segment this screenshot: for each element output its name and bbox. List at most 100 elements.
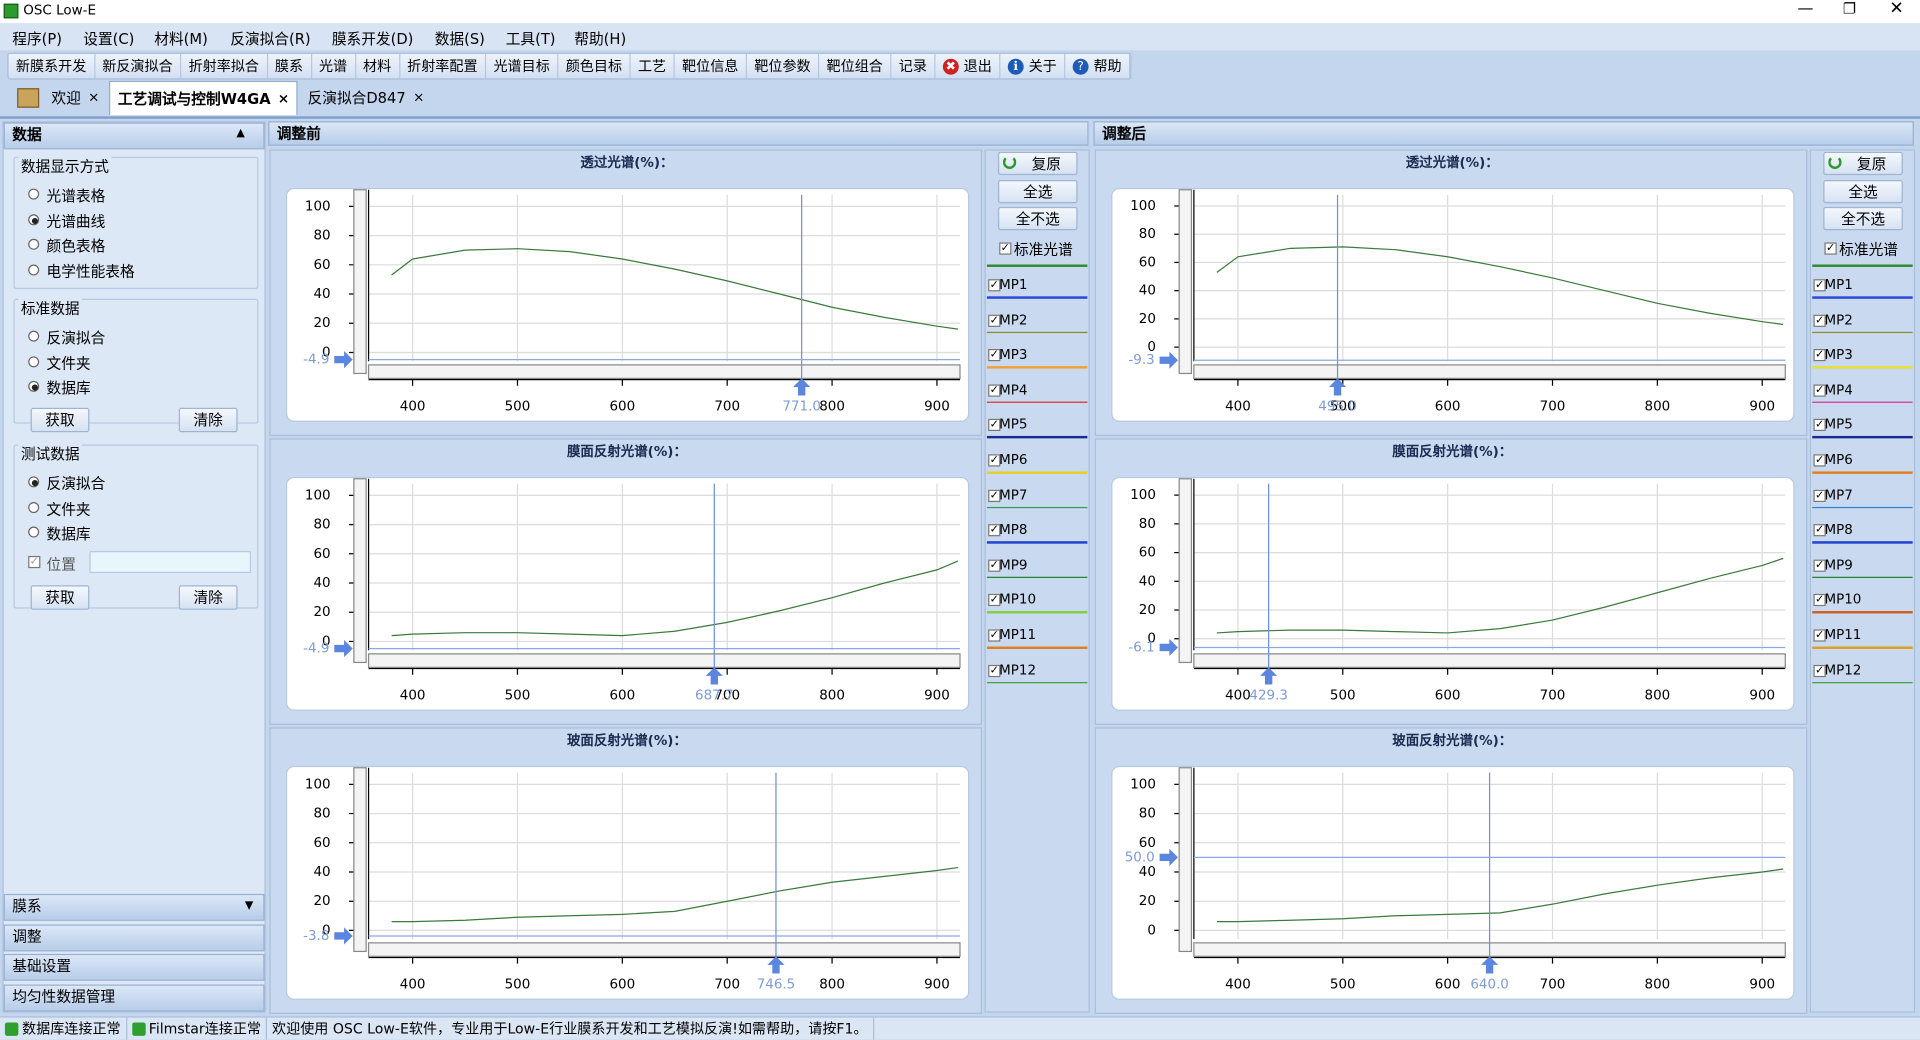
toolbar-button[interactable]: 膜系 [268,53,312,79]
checkbox[interactable]: ✓ [1813,279,1826,292]
radio-button[interactable] [28,238,40,250]
toolbar-button[interactable]: 折射率配置 [400,53,487,79]
tab-close[interactable]: × [88,89,100,106]
checkbox[interactable]: ✓ [988,524,1001,537]
checkbox[interactable]: ✓ [988,279,1001,292]
checkbox[interactable]: ✓ [1813,454,1826,467]
toolbar-button[interactable]: ? 帮助 [1065,53,1131,79]
tab-close[interactable]: × [277,90,290,107]
radio-button[interactable] [28,355,40,367]
y-tick-label: 0 [322,345,331,360]
toolbar-button[interactable]: 靶位组合 [819,53,892,79]
side-button[interactable]: 复原 [997,151,1078,176]
side-button[interactable]: 复原 [1823,151,1903,176]
side-button[interactable]: 全不选 [1823,206,1903,231]
minimize-button[interactable]: — [1797,0,1814,19]
menu-item[interactable]: 反演拟合(R) [230,30,311,48]
x-tick-label: 800 [1645,400,1671,415]
radio-button[interactable] [28,263,40,275]
toolbar-button[interactable]: 光谱目标 [486,53,559,79]
checkbox[interactable]: ✓ [1813,629,1826,642]
checkbox[interactable]: ✓ [28,555,41,568]
checkbox[interactable]: ✓ [988,314,1001,327]
toolbar-button[interactable]: 光谱 [312,53,356,79]
menu-item[interactable]: 工具(T) [505,30,556,48]
mp-label: MP9 [999,556,1028,573]
tab[interactable]: 工艺调试与控制W4GA × [109,80,298,116]
side-button[interactable]: 全选 [997,179,1078,203]
menu-item[interactable]: 帮助(H) [574,30,627,48]
toolbar-button[interactable]: 材料 [356,53,400,79]
accordion-header[interactable]: 膜系 [3,893,265,921]
x-tick-label: 900 [924,400,950,415]
checkbox[interactable]: ✓ [1824,242,1837,255]
marker-arrow [1159,351,1178,369]
checkbox[interactable]: ✓ [1813,559,1826,572]
restore-button[interactable]: ❐ [1842,0,1857,18]
checkbox[interactable]: ✓ [1813,314,1826,327]
toolbar-label: 光谱 [318,57,348,75]
spectrum-chart: 透过光谱(%)： 400 500 600 700 800 900 0 20 40 60 80 100 49… [1111,154,1795,422]
checkbox[interactable]: ✓ [1813,594,1826,607]
checkbox[interactable]: ✓ [1813,349,1826,362]
panel-button[interactable]: 清除 [178,584,238,610]
toolbar-button[interactable]: 记录 [891,53,936,79]
checkbox[interactable]: ✓ [988,349,1001,362]
checkbox[interactable]: ✓ [988,489,1001,502]
panel-button[interactable]: 获取 [30,584,90,610]
checkbox[interactable]: ✓ [1813,489,1826,502]
radio-button[interactable] [28,380,40,392]
accordion-header[interactable]: 均匀性数据管理 [3,983,265,1011]
accordion-header[interactable]: 基础设置 [3,953,265,981]
checkbox[interactable]: ✓ [988,664,1001,677]
checkbox[interactable]: ✓ [1813,384,1826,397]
radio-button[interactable] [28,188,40,200]
checkbox[interactable]: ✓ [1813,524,1826,537]
y-tick-label: 80 [1139,517,1156,532]
toolbar-button[interactable]: ℹ 关于 [1000,53,1066,79]
checkbox[interactable]: ✓ [988,419,1001,432]
toolbar-button[interactable]: 靶位参数 [747,53,820,79]
position-input[interactable] [89,550,252,573]
checkbox[interactable]: ✓ [988,384,1001,397]
menu-item[interactable]: 程序(P) [12,30,62,48]
toolbar-button[interactable]: 新反演拟合 [95,53,182,79]
panel-button[interactable]: 获取 [30,407,90,432]
checkbox[interactable]: ✓ [1813,419,1826,432]
tab[interactable]: 反演拟合D847 × [300,81,431,114]
checkbox[interactable]: ✓ [1813,664,1826,677]
collapse-button[interactable]: ▲ [236,127,245,140]
menu-item[interactable]: 膜系开发(D) [331,30,414,48]
accordion-toggle[interactable]: ▼ [244,900,254,913]
accordion-header[interactable]: 调整 [3,923,265,951]
toolbar-icon: ? [1072,58,1089,75]
toolbar-button[interactable]: 颜色目标 [558,53,631,79]
toolbar-button[interactable]: 靶位信息 [675,53,747,79]
option-group [13,444,259,609]
checkbox[interactable]: ✓ [988,454,1001,467]
toolbar-button[interactable]: 工艺 [631,53,675,79]
menu-item[interactable]: 材料(M) [154,30,208,48]
radio-button[interactable] [28,526,40,538]
radio-button[interactable] [28,501,40,513]
checkbox[interactable]: ✓ [988,559,1001,572]
checkbox[interactable]: ✓ [988,594,1001,607]
side-button[interactable]: 全不选 [997,206,1078,231]
tab[interactable]: 欢迎 × [10,81,107,114]
close-button[interactable]: ✕ [1889,0,1904,19]
checkbox[interactable]: ✓ [988,629,1001,642]
radio-button[interactable] [28,330,40,342]
checkbox[interactable]: ✓ [999,242,1012,255]
toolbar-button[interactable]: 新膜系开发 [9,53,95,79]
radio-button[interactable] [28,476,40,488]
toolbar-button[interactable]: ✖ 退出 [936,53,1001,79]
toolbar-button[interactable]: 折射率拟合 [181,53,268,79]
tab-close[interactable]: × [413,89,425,106]
menu-item[interactable]: 设置(C) [83,30,135,48]
radio-button[interactable] [28,213,40,225]
panel-button[interactable]: 清除 [178,407,238,432]
x-tick-label: 900 [924,977,950,992]
menu-item[interactable]: 数据(S) [434,30,485,48]
marker-arrow [334,351,353,369]
side-button[interactable]: 全选 [1823,179,1903,203]
